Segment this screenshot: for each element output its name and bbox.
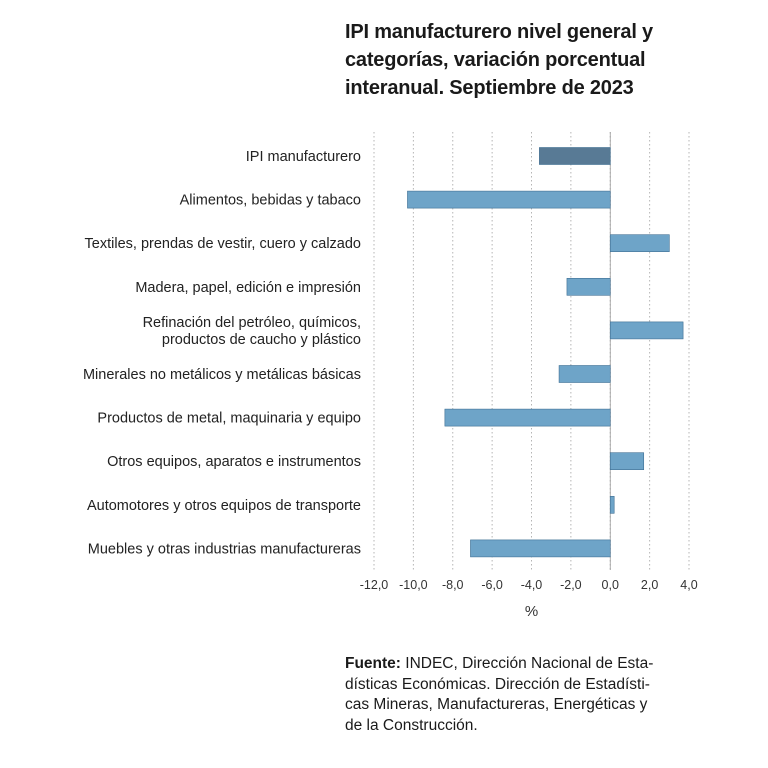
bar — [609, 495, 615, 514]
category-label: Automotores y otros equipos de transport… — [87, 498, 361, 514]
category-label-line: Minerales no metálicos y metálicas básic… — [83, 367, 361, 383]
bar — [407, 190, 611, 209]
category-label: Otros equipos, aparatos e instrumentos — [107, 454, 361, 470]
bar — [609, 321, 684, 340]
category-label-line: Alimentos, bebidas y tabaco — [180, 193, 361, 209]
category-label-line: IPI manufacturero — [246, 149, 361, 165]
source-label: Fuente: — [345, 655, 401, 672]
category-label: Madera, papel, edición e impresión — [135, 280, 361, 296]
category-labels: IPI manufacturero Alimentos, bebidas y ta… — [83, 149, 361, 557]
chart-title-line-3: interanual. Septiembre de 2023 — [345, 77, 634, 99]
x-tick-label: -8,0 — [442, 578, 464, 592]
category-label: Alimentos, bebidas y tabaco — [180, 193, 361, 209]
x-tick-label: -4,0 — [521, 578, 543, 592]
x-tick-label: 0,0 — [602, 578, 619, 592]
category-label: Productos de metal, maquinaria y equipo — [97, 411, 361, 427]
category-label-line: Madera, papel, edición e impresión — [135, 280, 361, 296]
category-label-line: Muebles y otras industrias manufacturera… — [88, 541, 361, 557]
bar — [558, 365, 611, 383]
category-label: Refinación del petróleo, químicos, produc… — [143, 315, 361, 348]
source-line-1: Fuente: INDEC, Dirección Nacional de Est… — [345, 654, 715, 675]
category-label-line: Automotores y otros equipos de transport… — [87, 498, 361, 514]
category-label: Muebles y otras industrias manufacturera… — [88, 541, 361, 557]
category-label-line: Productos de metal, maquinaria y equipo — [97, 411, 361, 427]
bar — [444, 408, 611, 427]
x-axis-title: % — [525, 603, 538, 620]
bars — [407, 147, 684, 558]
category-label-line: Textiles, prendas de vestir, cuero y cal… — [85, 236, 361, 252]
bar — [609, 234, 670, 252]
bar-ipi-manufacturero — [539, 147, 611, 165]
category-label-line: Otros equipos, aparatos e instrumentos — [107, 454, 361, 470]
chart-title: IPI manufacturero nivel general y catego… — [345, 18, 745, 102]
chart-title-line-2: categorías, variación porcentual — [345, 49, 646, 71]
x-tick-label: 2,0 — [641, 578, 658, 592]
category-label-line: productos de caucho y plástico — [162, 332, 361, 348]
x-axis: -12,0 -10,0 -8,0 -6,0 -4,0 -2,0 0,0 2,0 4,0% — [360, 578, 698, 620]
bar — [470, 539, 611, 558]
bar-chart: IPI manufacturero Alimentos, bebidas y ta… — [83, 132, 698, 620]
source-line-3: cas Mineras, Manufactureras, Energéticas… — [345, 696, 648, 713]
source-line-2: dísticas Económicas. Dirección de Estadí… — [345, 675, 650, 693]
x-tick-label: -10,0 — [399, 578, 428, 592]
x-tick-label: -12,0 — [360, 578, 389, 592]
source-text-1: INDEC, Dirección Nacional de Esta- — [400, 655, 654, 672]
source-line-4: de la Construcción. — [345, 716, 478, 734]
category-label-line: Refinación del petróleo, químicos, — [143, 315, 361, 331]
bar — [566, 277, 611, 296]
x-tick-label: -6,0 — [481, 578, 503, 592]
x-tick-label: 4,0 — [680, 578, 697, 592]
category-label: Textiles, prendas de vestir, cuero y cal… — [85, 236, 361, 252]
category-label: Minerales no metálicos y metálicas básic… — [83, 367, 361, 383]
source-note: Fuente: INDEC, Dirección Nacional de Est… — [345, 654, 715, 736]
category-label: IPI manufacturero — [246, 149, 361, 165]
chart-title-line-1: IPI manufacturero nivel general y — [345, 21, 653, 43]
x-tick-label: -2,0 — [560, 578, 582, 592]
bar — [609, 452, 645, 471]
